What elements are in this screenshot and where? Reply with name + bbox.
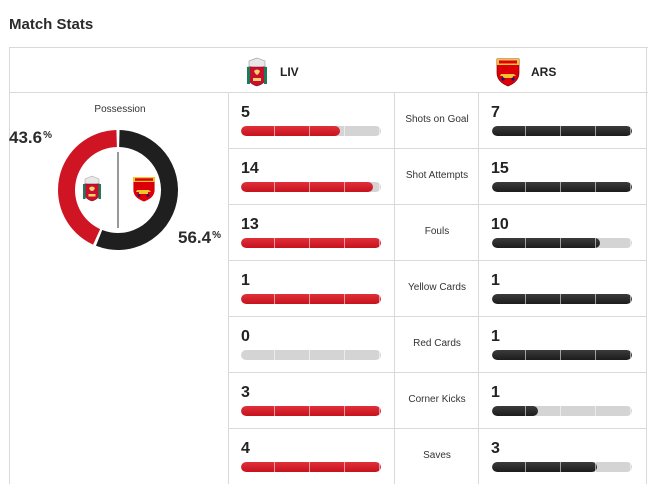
away-stat-bar	[492, 406, 632, 416]
home-stat-bar	[241, 182, 381, 192]
away-stat-value: 1	[491, 328, 500, 345]
divider	[394, 92, 395, 484]
away-stat-bar	[492, 126, 632, 136]
divider	[478, 92, 479, 484]
divider	[9, 92, 648, 93]
away-stat-value: 15	[491, 160, 509, 177]
arsenal-crest-icon	[496, 58, 520, 87]
home-stat-value: 1	[241, 272, 250, 289]
divider	[9, 47, 648, 48]
stat-row-fouls: 13 Fouls 10	[229, 205, 646, 261]
stat-label: Yellow Cards	[408, 282, 466, 293]
stat-row-red-cards: 0 Red Cards 1	[229, 317, 646, 373]
away-stat-bar	[492, 182, 632, 192]
divider	[228, 92, 229, 484]
stat-row-shots-on-goal: 5 Shots on Goal 7	[229, 93, 646, 149]
stat-label: Red Cards	[413, 338, 461, 349]
possession-label: Possession	[94, 104, 146, 115]
away-possession-arc	[95, 130, 178, 250]
home-stat-value: 13	[241, 216, 259, 233]
home-stat-bar	[241, 462, 381, 472]
stat-label: Fouls	[424, 226, 450, 237]
divider	[646, 47, 647, 484]
home-stat-value: 4	[241, 440, 250, 457]
away-stat-bar	[492, 238, 632, 248]
home-stat-bar	[241, 126, 381, 136]
possession-donut-chart	[58, 130, 178, 250]
liverpool-crest-icon	[83, 175, 101, 202]
stat-row-shot-attempts: 14 Shot Attempts 15	[229, 149, 646, 205]
stat-label: Shots on Goal	[405, 114, 469, 125]
away-stat-bar	[492, 350, 632, 360]
away-stat-value: 1	[491, 384, 500, 401]
home-team-abbr: LIV	[280, 65, 299, 79]
stat-label: Corner Kicks	[408, 394, 466, 405]
stat-label: Shot Attempts	[405, 170, 469, 181]
stat-row-corner-kicks: 3 Corner Kicks 1	[229, 373, 646, 429]
home-stat-value: 0	[241, 328, 250, 345]
home-stat-bar	[241, 294, 381, 304]
stat-row-yellow-cards: 1 Yellow Cards 1	[229, 261, 646, 317]
away-stat-value: 7	[491, 104, 500, 121]
arsenal-crest-icon	[132, 176, 156, 203]
away-possession-value: 56.4%	[178, 228, 221, 247]
stat-label: Saves	[423, 450, 451, 461]
home-stat-value: 14	[241, 160, 259, 177]
liverpool-crest-icon	[247, 57, 267, 87]
divider	[9, 47, 10, 484]
away-team-header: ARS	[495, 55, 556, 89]
home-stat-value: 3	[241, 384, 250, 401]
stat-row-saves: 4 Saves 3	[229, 429, 646, 484]
home-possession-value: 43.6%	[9, 128, 52, 147]
home-stat-bar	[241, 350, 381, 360]
home-team-header: LIV	[244, 55, 299, 89]
away-stat-value: 3	[491, 440, 500, 457]
away-stat-bar	[492, 462, 632, 472]
home-stat-bar	[241, 406, 381, 416]
away-stat-value: 1	[491, 272, 500, 289]
home-possession-arc	[58, 130, 117, 245]
away-team-abbr: ARS	[531, 65, 557, 79]
home-stat-value: 5	[241, 104, 250, 121]
home-stat-bar	[241, 238, 381, 248]
away-stat-bar	[492, 294, 632, 304]
away-stat-value: 10	[491, 216, 509, 233]
page-title: Match Stats	[9, 16, 94, 33]
